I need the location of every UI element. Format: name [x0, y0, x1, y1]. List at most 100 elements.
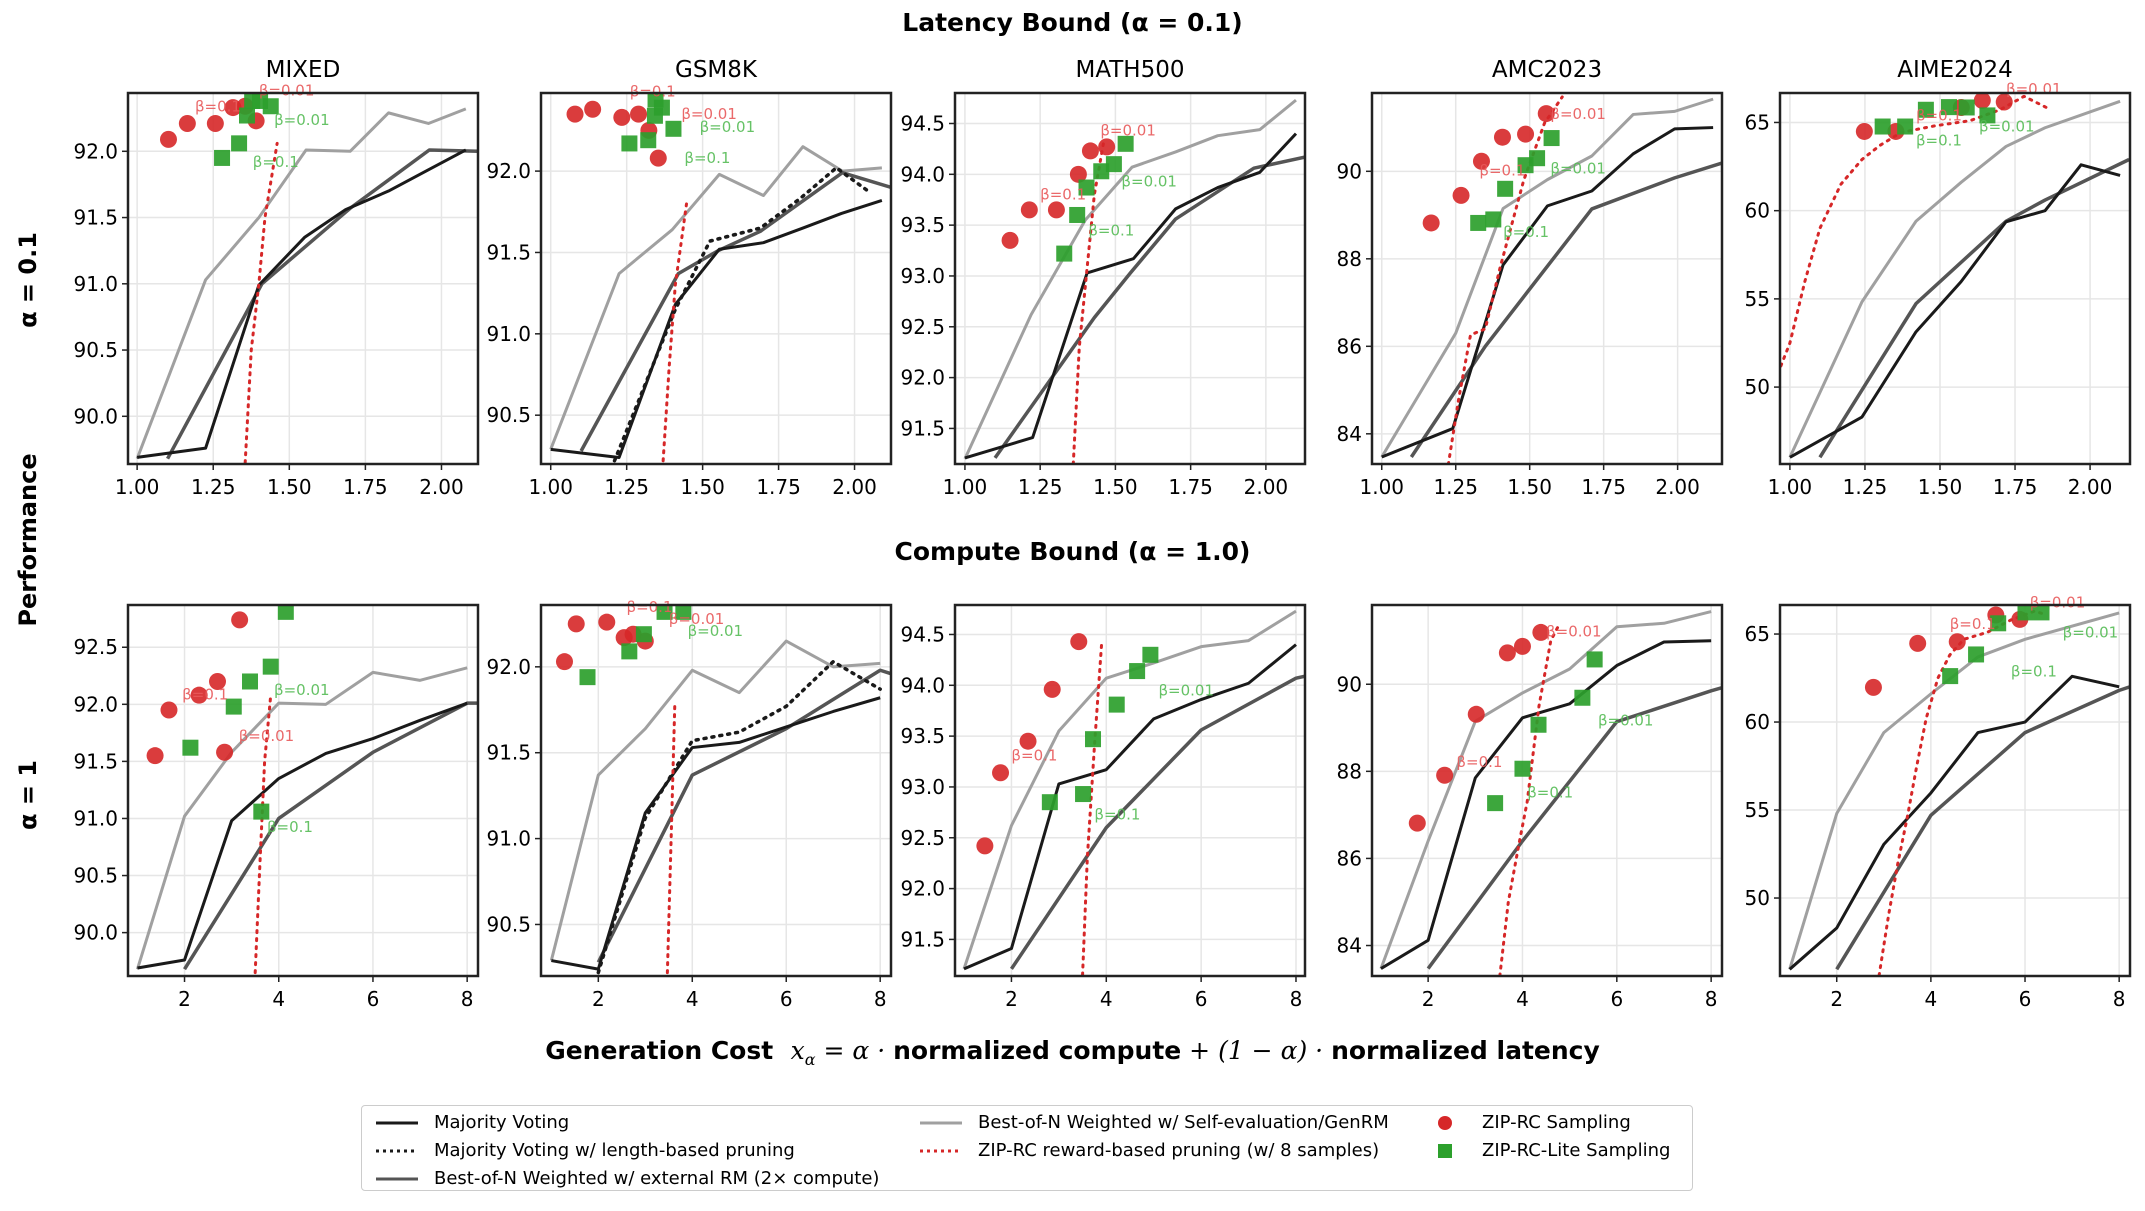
- x-tick-label: 1.75: [1168, 475, 1213, 499]
- y-tick-label: 91.5: [73, 206, 118, 230]
- y-tick-label: 94.0: [900, 673, 945, 697]
- zip-rc-point: [1043, 680, 1061, 698]
- y-tick-label: 90: [1337, 672, 1362, 696]
- x-tick-label: 4: [1516, 987, 1529, 1011]
- axes-frame: [953, 91, 1307, 466]
- series-line-zip-prune: [665, 699, 677, 975]
- y-tick-label: 65: [1745, 110, 1770, 134]
- beta-annotation: β=0.1: [1040, 186, 1086, 204]
- zip-rc-point: [1537, 105, 1555, 123]
- series-line-majority: [137, 701, 468, 970]
- series-line-majority: [1788, 674, 2120, 971]
- legend-item-majority: Majority Voting: [374, 1112, 569, 1133]
- zip-rc-lite-point: [225, 698, 242, 715]
- zip-rc-point: [992, 764, 1010, 782]
- series-line-zip-prune: [1780, 94, 2050, 368]
- x-tick-label: 1.75: [1581, 475, 1626, 499]
- zip-rc-point: [630, 105, 648, 123]
- plot-area: [549, 605, 891, 975]
- x-tick-label: 4: [1100, 987, 1113, 1011]
- x-label-latency: normalized latency: [1331, 1036, 1600, 1065]
- zip-rc-lite-point: [1543, 130, 1560, 147]
- beta-annotation: β=0.01: [1598, 712, 1654, 730]
- y-tick-label: 90.5: [73, 864, 118, 888]
- x-tick-label: 2: [1005, 987, 1018, 1011]
- y-tick-label: 91.5: [486, 240, 531, 264]
- zip-rc-point: [206, 114, 224, 132]
- solid-line-icon: [920, 1121, 962, 1124]
- y-tick-label: 60: [1745, 199, 1770, 223]
- zip-rc-point: [216, 743, 234, 761]
- axes-frame: [953, 603, 1307, 978]
- series-line-external-rm: [993, 155, 1305, 459]
- beta-annotation: β=0.1: [182, 686, 228, 704]
- zip-rc-lite-point: [1897, 118, 1914, 135]
- zip-rc-lite-point: [1069, 206, 1086, 223]
- axes-frame: [126, 603, 480, 978]
- legend-item-zip-prune: ZIP-RC reward-based pruning (w/ 8 sample…: [918, 1140, 1379, 1161]
- beta-annotation: β=0.01: [688, 622, 744, 640]
- zip-rc-lite-point: [1874, 118, 1891, 135]
- y-tick-label: 92.0: [900, 877, 945, 901]
- zip-rc-lite-point: [1093, 163, 1110, 180]
- legend-item-external-rm: Best-of-N Weighted w/ external RM (2× co…: [374, 1168, 879, 1189]
- legend-label: ZIP-RC Sampling: [1482, 1112, 1631, 1133]
- zip-rc-lite-point: [2033, 605, 2050, 621]
- x-label-sub: α: [804, 1050, 816, 1069]
- legend-item-majority-pruned: Majority Voting w/ length-based pruning: [374, 1140, 795, 1161]
- zip-rc-lite-point: [1574, 689, 1591, 706]
- zip-rc-point: [1047, 201, 1065, 219]
- zip-rc-point: [190, 686, 208, 704]
- axes-frame: [126, 91, 480, 466]
- series-line-zip-prune: [1446, 95, 1564, 464]
- zip-rc-point: [1070, 633, 1088, 651]
- zip-rc-lite-point: [231, 135, 248, 152]
- zip-rc-lite-point: [1487, 795, 1504, 812]
- x-tick-label: 1.50: [1093, 475, 1138, 499]
- zip-rc-point: [159, 130, 177, 148]
- y-tick-label: 88: [1337, 247, 1362, 271]
- zip-rc-point: [1069, 165, 1087, 183]
- subplot-row2-0: 2 4 6 8 90.0 90.5 91.0 91.5 92.0 92.5 β=0.1 β=0.01 β…: [73, 603, 480, 1011]
- zip-rc-point: [1019, 732, 1037, 750]
- bottom-row-title: Compute Bound (α = 1.0): [894, 537, 1251, 566]
- x-tick-label: 1.75: [1993, 475, 2038, 499]
- x-tick-label: 1.50: [1507, 475, 1552, 499]
- x-tick-label: 2.00: [419, 475, 464, 499]
- zip-rc-lite-point: [1041, 794, 1058, 811]
- y-tick-label: 92.5: [900, 826, 945, 850]
- x-tick-label: 2.00: [832, 475, 877, 499]
- legend-label: ZIP-RC reward-based pruning (w/ 8 sample…: [978, 1140, 1380, 1161]
- zip-rc-lite-point: [1917, 101, 1934, 118]
- zip-rc-lite-point: [656, 605, 673, 620]
- plot-area: [1780, 93, 2130, 459]
- y-tick-label: 88: [1337, 759, 1362, 783]
- beta-annotation: β=0.1: [1088, 221, 1134, 239]
- series-line-self-eval: [135, 666, 468, 970]
- y-tick-label: 93.5: [900, 724, 945, 748]
- beta-annotation: β=0.01: [1550, 105, 1606, 123]
- y-tick-label: 92.0: [486, 655, 531, 679]
- zip-rc-lite-point: [1085, 731, 1102, 748]
- axes-frame: [1370, 91, 1724, 466]
- zip-rc-point: [146, 747, 164, 765]
- beta-annotation: β=0.01: [1158, 681, 1214, 699]
- zip-rc-point: [231, 611, 249, 629]
- beta-annotation: β=0.1: [1456, 753, 1502, 771]
- y-tick-label: 55: [1745, 287, 1770, 311]
- zip-rc-lite-point: [621, 643, 638, 660]
- x-tick-label: 6: [780, 987, 793, 1011]
- x-tick-label: 1.00: [1359, 475, 1404, 499]
- zip-rc-lite-point: [1586, 651, 1603, 668]
- zip-rc-lite-point: [1485, 211, 1502, 228]
- x-tick-label: 1.25: [1843, 475, 1888, 499]
- y-tick-label: 93.0: [900, 264, 945, 288]
- x-tick-label: 1.00: [115, 475, 160, 499]
- beta-annotation: β=0.01: [2030, 594, 2086, 612]
- square-marker-icon: [1438, 1143, 1452, 1158]
- zip-rc-point: [160, 701, 178, 719]
- y-tick-label: 92.0: [73, 692, 118, 716]
- x-tick-label: 1.75: [756, 475, 801, 499]
- y-tick-label: 93.0: [900, 775, 945, 799]
- zip-rc-lite-point: [1108, 696, 1125, 713]
